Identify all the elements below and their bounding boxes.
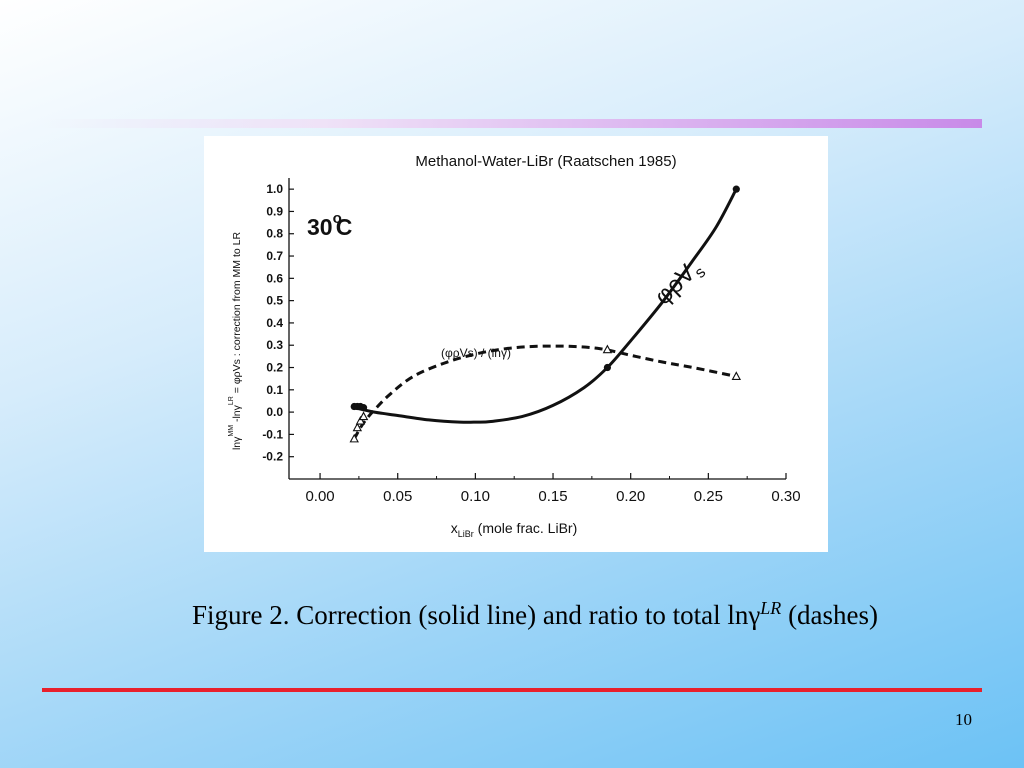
y-tick-label: 0.7 (266, 249, 283, 263)
caption-suffix: (dashes) (781, 600, 879, 630)
x-tick-label: 0.30 (771, 488, 800, 505)
page-number: 10 (955, 710, 972, 729)
y-tick-label: 0.0 (266, 405, 283, 419)
x-tick-label: 0.05 (383, 488, 412, 505)
x-tick-label: 0.25 (694, 488, 723, 505)
x-tick-label: 0.10 (461, 488, 490, 505)
series-label-dashed: (φρVs) / (lnγ) (441, 346, 511, 360)
y-tick-label: 0.6 (266, 271, 283, 285)
series-label-solid: φρVs (649, 254, 709, 313)
data-point-ratio (358, 411, 369, 421)
x-tick-label: 0.20 (616, 488, 645, 505)
series-line-ratio (352, 344, 737, 440)
data-point-ratio (352, 422, 363, 432)
y-tick-label: 0.2 (266, 361, 283, 375)
bottom-rule (42, 688, 982, 692)
chart-title: Methanol-Water-LiBr (Raatschen 1985) (415, 153, 676, 170)
temperature-label: 30oC (307, 210, 352, 240)
data-point-correction (603, 363, 611, 372)
y-tick-label: 0.3 (266, 338, 283, 352)
data-point-ratio (602, 344, 613, 354)
figure-caption: Figure 2. Correction (solid line) and ra… (0, 598, 1024, 631)
data-point-ratio (355, 415, 366, 425)
data-point-ratio (731, 371, 742, 380)
caption-superscript: LR (760, 598, 782, 618)
top-rule (40, 119, 982, 128)
axes: 0.00 0.05 0.10 0.15 0.20 0.25 0.30 -0.2 -0.1 0.0 0… (262, 178, 801, 505)
y-tick-label: -0.2 (262, 450, 283, 464)
caption-prefix: Figure 2. Correction (solid line) and ra… (191, 600, 761, 630)
x-tick-label: 0.00 (305, 488, 334, 505)
y-tick-label: 0.8 (266, 227, 283, 241)
y-tick-label: 0.9 (266, 204, 283, 218)
chart-svg: Methanol-Water-LiBr (Raatschen 1985) 30o… (228, 153, 801, 539)
x-axis-label: xLiBr (mole frac. LiBr) (451, 520, 577, 539)
data-point-ratio (349, 433, 359, 443)
y-tick-label: 1.0 (266, 182, 283, 196)
plot-area (349, 185, 742, 443)
chart-panel: Methanol-Water-LiBr (Raatschen 1985) 30o… (204, 136, 828, 552)
x-tick-label: 0.15 (538, 488, 567, 505)
series-line-correction (353, 188, 738, 424)
data-point-correction (732, 185, 740, 193)
y-tick-label: 0.1 (266, 383, 283, 397)
y-tick-label: 0.4 (266, 316, 283, 330)
y-tick-label: 0.5 (266, 294, 283, 308)
data-point-correction (359, 404, 368, 412)
y-axis-label: lnγMM -lnγLR = φρVs : correction from MM… (228, 232, 243, 451)
y-tick-label: -0.1 (262, 427, 283, 441)
